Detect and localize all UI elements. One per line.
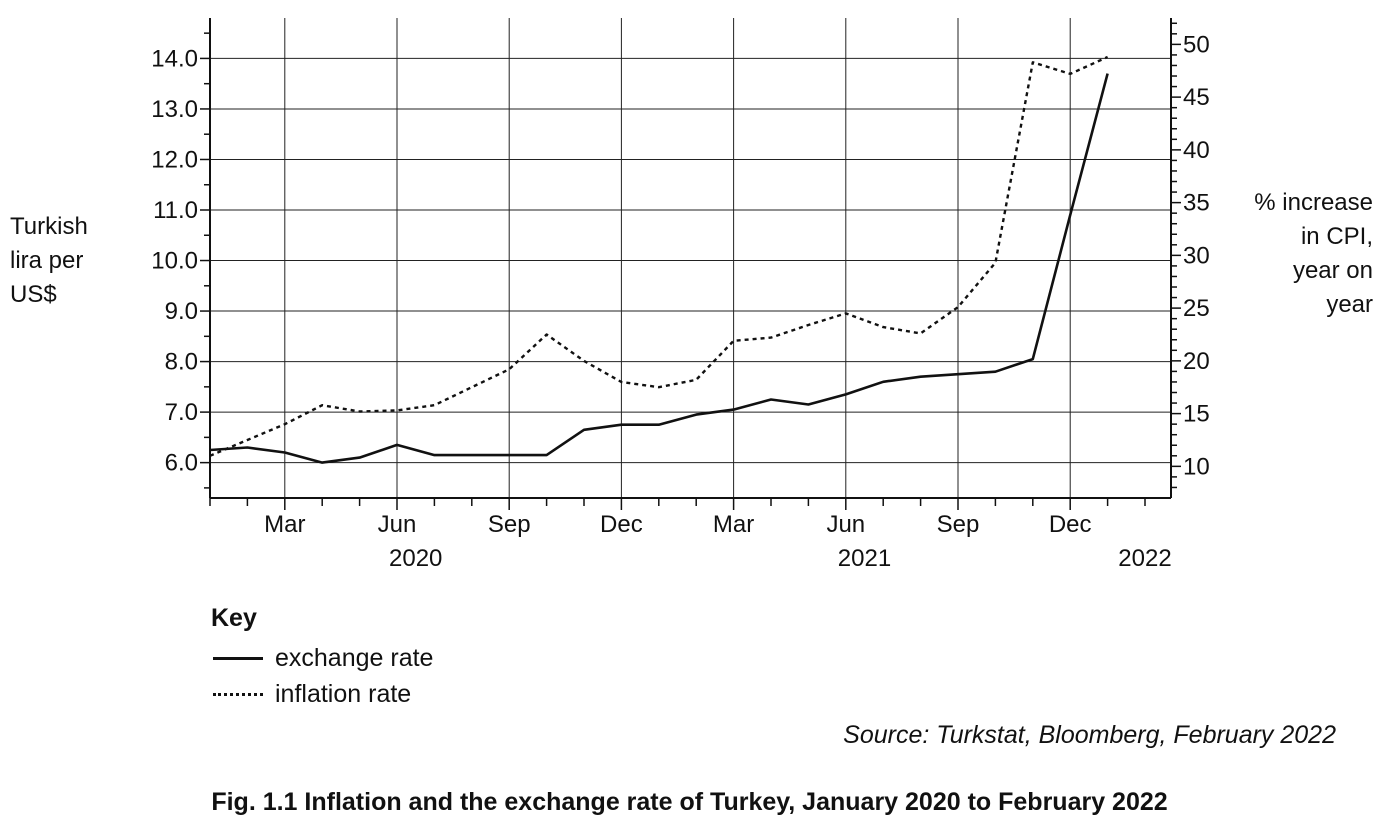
axes <box>209 18 1172 499</box>
right-tick-label: 45 <box>1183 84 1210 111</box>
left-axis-label-line: US$ <box>10 281 57 308</box>
right-tick-label: 40 <box>1183 137 1210 164</box>
right-tick-label: 10 <box>1183 453 1210 480</box>
right-axis-label: % increase in CPI, year on year <box>1254 186 1373 322</box>
right-tick-label: 30 <box>1183 242 1210 269</box>
key-label: inflation rate <box>275 679 412 708</box>
key-title: Key <box>211 604 257 632</box>
x-tick-label: Mar <box>264 511 305 538</box>
year-label: 2021 <box>838 545 891 572</box>
series-lines <box>209 55 1109 464</box>
left-tick-label: 14.0 <box>151 45 198 72</box>
left-axis-label-line: lira per <box>10 247 84 274</box>
solid-line-swatch <box>213 656 263 660</box>
left-tick-label: 6.0 <box>165 450 198 477</box>
x-tick-label: Jun <box>826 511 865 538</box>
left-tick-label: 11.0 <box>153 197 198 224</box>
right-axis-label-line: in CPI, <box>1300 223 1373 250</box>
exchange-rate-line <box>209 73 1109 464</box>
left-tick-label: 8.0 <box>165 349 198 376</box>
year-label: 2022 <box>1118 545 1171 572</box>
key-item-inflation-rate: inflation rate <box>213 678 411 710</box>
left-axis-label-line: Turkish <box>10 213 88 240</box>
x-tick-label: Sep <box>937 511 980 538</box>
key-item-exchange-rate: exchange rate <box>213 642 433 674</box>
left-tick-label: 13.0 <box>151 96 198 123</box>
left-tick-label: 7.0 <box>165 399 198 426</box>
left-axis-label: Turkish lira per US$ <box>10 210 88 312</box>
right-tick-label: 25 <box>1183 295 1210 322</box>
right-axis-label-line: year on <box>1292 257 1373 284</box>
x-tick-label: Dec <box>600 511 643 538</box>
right-tick-label: 20 <box>1183 348 1210 375</box>
x-tick-label: Mar <box>713 511 754 538</box>
right-axis-label-line: year <box>1326 291 1373 318</box>
year-label: 2020 <box>389 545 442 572</box>
right-tick-label: 35 <box>1183 190 1210 217</box>
source-note: Source: Turkstat, Bloomberg, February 20… <box>843 721 1336 749</box>
right-tick-label: 50 <box>1183 31 1210 58</box>
axis-ticks: 6.0 7.0 8.0 9.0 10.0 11.0 12.0 13.0 14.0 10 15 20 25… <box>151 22 1210 572</box>
x-tick-label: Jun <box>378 511 417 538</box>
inflation-rate-line <box>209 55 1109 457</box>
right-axis-label-line: % increase <box>1254 189 1373 216</box>
left-tick-label: 12.0 <box>151 146 198 173</box>
figure-caption: Fig. 1.1 Inflation and the exchange rate… <box>211 788 1168 816</box>
right-tick-label: 15 <box>1183 401 1210 428</box>
chart: 6.0 7.0 8.0 9.0 10.0 11.0 12.0 13.0 14.0 10 15 20 25… <box>151 18 1210 572</box>
x-tick-label: Dec <box>1049 511 1092 538</box>
gridlines <box>210 18 1171 498</box>
key-label: exchange rate <box>275 643 434 672</box>
dotted-line-swatch <box>213 692 263 696</box>
x-tick-label: Sep <box>488 511 531 538</box>
left-tick-label: 10.0 <box>151 248 198 275</box>
left-tick-label: 9.0 <box>165 298 198 325</box>
